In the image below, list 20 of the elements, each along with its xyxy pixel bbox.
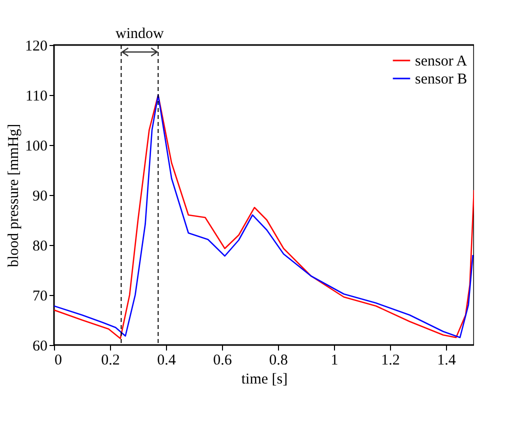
y-axis-title: blood pressure [mmHg] bbox=[6, 124, 22, 268]
y-tick-label: 120 bbox=[25, 38, 48, 54]
x-tick-label: 0.6 bbox=[213, 352, 232, 368]
y-tick-label: 80 bbox=[32, 238, 48, 254]
text: window bbox=[116, 26, 164, 42]
x-tick-label: 0.8 bbox=[269, 352, 288, 368]
x-tick-label: 1 bbox=[330, 352, 338, 368]
x-tick-label: 1.4 bbox=[437, 352, 456, 368]
x-axis-title: time [s] bbox=[241, 372, 288, 388]
y-tick-label: 90 bbox=[32, 188, 48, 204]
y-tick-label: 100 bbox=[25, 138, 48, 154]
legend-label: sensor B bbox=[415, 72, 468, 88]
y-tick-label: 110 bbox=[26, 88, 48, 104]
x-tick-label: 1.2 bbox=[381, 352, 400, 368]
legend-label: sensor A bbox=[415, 54, 468, 70]
x-tick-label: 0.2 bbox=[101, 352, 120, 368]
y-tick-label: 70 bbox=[32, 288, 48, 304]
x-tick-label: 0 bbox=[54, 352, 62, 368]
x-tick-label: 0.4 bbox=[157, 352, 176, 368]
y-tick-label: 60 bbox=[32, 338, 48, 354]
